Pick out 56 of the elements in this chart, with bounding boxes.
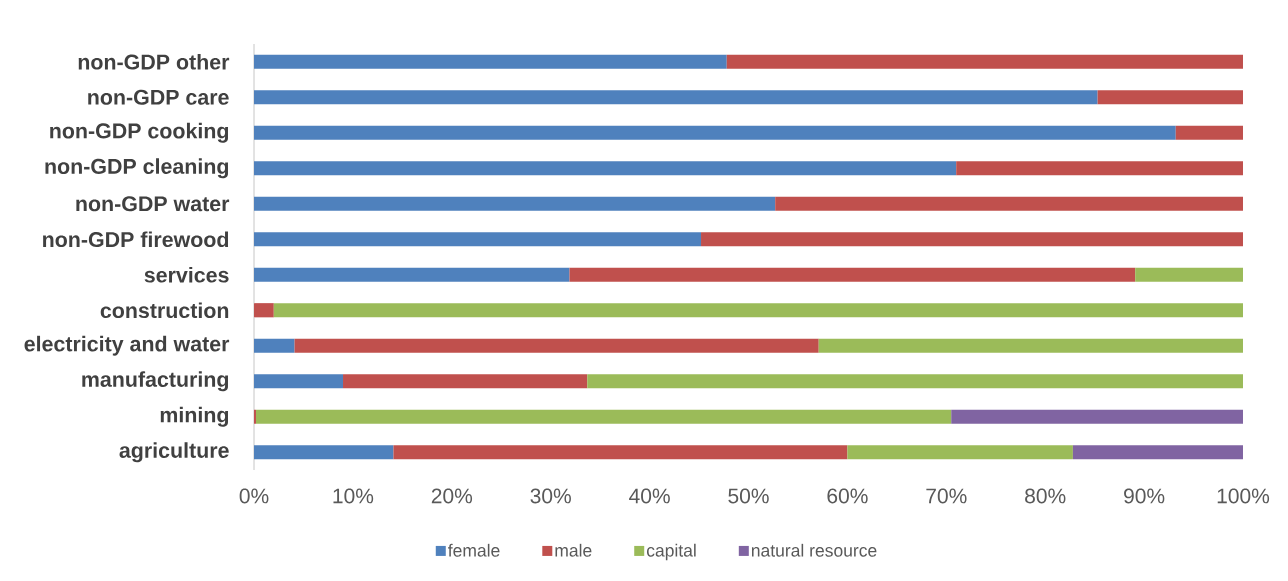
y-tick-label: non-GDP cleaning (45, 158, 229, 179)
bar (701, 232, 1243, 247)
x-tick-label: 30% (530, 488, 571, 504)
bar (818, 338, 1243, 353)
bar (956, 161, 1243, 176)
x-tick-label: 100% (1217, 488, 1270, 504)
bar (254, 445, 394, 460)
bar (254, 161, 957, 176)
y-tick-label: non-GDP cooking (50, 122, 229, 143)
y-tick-label: agriculture (119, 442, 229, 463)
bar (1097, 90, 1243, 105)
y-tick-label: non-GDP firewood (43, 231, 229, 248)
x-tick-label: 20% (431, 488, 473, 504)
bar (1072, 445, 1243, 460)
legend-label: female (448, 543, 500, 557)
y-tick-label: non-GDP care (88, 89, 229, 105)
bar (775, 196, 1243, 211)
bar (254, 303, 274, 318)
bar (294, 338, 819, 353)
legend-label: capital (646, 543, 696, 561)
x-tick-label: 60% (827, 488, 868, 504)
bar (726, 54, 1243, 69)
y-tick-label: non-GDP water (76, 196, 230, 212)
x-tick-label: 10% (333, 488, 374, 504)
x-tick-label: 90% (1124, 488, 1165, 504)
bar (569, 267, 1136, 282)
bar (951, 409, 1243, 424)
y-tick-label: services (144, 266, 229, 283)
bar (254, 125, 1176, 140)
bar (255, 409, 952, 424)
bar (254, 196, 776, 211)
bar (273, 303, 1243, 318)
x-tick-label: 50% (728, 488, 769, 504)
bar (254, 54, 727, 69)
legend-label: male (555, 543, 592, 557)
x-tick-label: 40% (629, 488, 670, 504)
legend-label: natural resource (751, 543, 877, 557)
x-tick-label: 0% (239, 488, 269, 504)
bar (393, 445, 848, 460)
bar (1135, 267, 1243, 282)
x-tick-label: 70% (926, 488, 967, 504)
bar (254, 232, 702, 247)
y-tick-label: mining (160, 406, 229, 427)
y-tick-label: electricity and water (24, 335, 230, 356)
y-tick-label: construction (100, 302, 229, 319)
x-tick-label: 80% (1025, 488, 1066, 504)
bar (254, 90, 1098, 105)
bar (1175, 125, 1243, 140)
bar (254, 374, 344, 389)
bar (587, 374, 1243, 389)
bar (254, 267, 570, 282)
y-tick-label: manufacturing (82, 371, 229, 392)
bar (847, 445, 1073, 460)
bar (254, 338, 295, 353)
y-tick-label: non-GDP other (78, 53, 230, 70)
bar (343, 374, 588, 389)
